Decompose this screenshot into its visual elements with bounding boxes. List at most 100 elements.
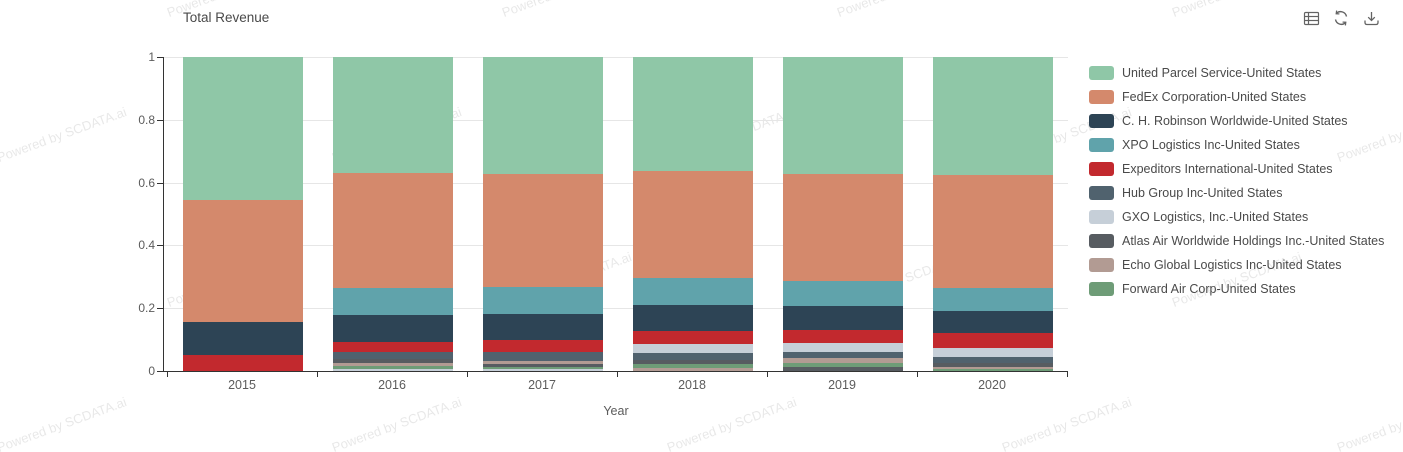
bar-segment[interactable] (933, 347, 1053, 358)
legend-item[interactable]: Atlas Air Worldwide Holdings Inc.-United… (1089, 229, 1384, 253)
bar-segment[interactable] (783, 281, 903, 306)
bar-segment[interactable] (483, 352, 603, 362)
bar-segment[interactable] (933, 363, 1053, 367)
bar-segment[interactable] (933, 332, 1053, 348)
x-category-label-2020: 2020 (978, 378, 1006, 392)
legend-swatch (1089, 114, 1114, 128)
legend-item[interactable]: Forward Air Corp-United States (1089, 277, 1384, 301)
bar-segment[interactable] (483, 361, 603, 365)
bar-segment[interactable] (633, 330, 753, 345)
legend-label: Expeditors International-United States (1122, 162, 1333, 176)
bar-segment[interactable] (783, 330, 903, 343)
bar-segment[interactable] (633, 353, 753, 360)
bar-segment[interactable] (333, 57, 453, 174)
bar-segment[interactable] (183, 57, 303, 200)
bar-segment[interactable] (933, 357, 1053, 364)
bar-segment[interactable] (933, 369, 1053, 371)
bar-segment[interactable] (933, 57, 1053, 175)
x-category-label-2016: 2016 (378, 378, 406, 392)
plot-area (163, 57, 1068, 372)
gridline (164, 245, 1068, 247)
bar-segment[interactable] (333, 368, 453, 371)
bar-segment[interactable] (783, 352, 903, 359)
legend-item[interactable]: United Parcel Service-United States (1089, 61, 1384, 85)
bar-segment[interactable] (183, 322, 303, 356)
legend-item[interactable]: Hub Group Inc-United States (1089, 181, 1384, 205)
bar-segment[interactable] (483, 364, 603, 368)
data-view-icon[interactable] (1301, 8, 1321, 28)
watermark-text: Powered by SCDATA.ai (835, 0, 969, 20)
bar-segment[interactable] (483, 287, 603, 315)
bar-segment[interactable] (633, 305, 753, 331)
bar-segment[interactable] (633, 363, 753, 368)
legend-item[interactable]: Echo Global Logistics Inc-United States (1089, 253, 1384, 277)
legend-item[interactable]: GXO Logistics, Inc.-United States (1089, 205, 1384, 229)
legend-swatch (1089, 66, 1114, 80)
legend-swatch (1089, 258, 1114, 272)
bar-segment[interactable] (183, 355, 303, 371)
bar-segment[interactable] (333, 365, 453, 369)
download-icon[interactable] (1361, 8, 1381, 28)
bar-segment[interactable] (483, 174, 603, 288)
x-tick-mark (1067, 372, 1068, 377)
legend-label: Echo Global Logistics Inc-United States (1122, 258, 1342, 272)
x-category-label-2017: 2017 (528, 378, 556, 392)
bar-segment[interactable] (933, 311, 1053, 333)
watermark-text: Powered by SCDATA.ai (1170, 0, 1304, 20)
y-tick-mark (157, 57, 163, 58)
stacked-bar-2017 (483, 57, 603, 371)
bar-segment[interactable] (633, 278, 753, 306)
legend-label: Atlas Air Worldwide Holdings Inc.-United… (1122, 234, 1385, 248)
bar-segment[interactable] (783, 306, 903, 331)
bar-segment[interactable] (633, 360, 753, 364)
bar-segment[interactable] (483, 367, 603, 370)
bar-segment[interactable] (333, 173, 453, 288)
watermark-text: Powered by SCDATA.ai (1334, 394, 1403, 452)
bar-segment[interactable] (633, 57, 753, 171)
gridline (164, 308, 1068, 310)
legend-label: FedEx Corporation-United States (1122, 90, 1307, 104)
legend-item[interactable]: FedEx Corporation-United States (1089, 85, 1384, 109)
bar-segment[interactable] (783, 358, 903, 363)
bar-segment[interactable] (483, 314, 603, 341)
refresh-icon[interactable] (1331, 8, 1351, 28)
bar-segment[interactable] (333, 287, 453, 316)
bar-segment[interactable] (483, 57, 603, 175)
bar-segment[interactable] (333, 351, 453, 360)
y-tick-label: 0 (148, 364, 155, 378)
bar-segment[interactable] (333, 315, 453, 342)
bar-segment[interactable] (933, 288, 1053, 311)
legend-label: United Parcel Service-United States (1122, 66, 1322, 80)
bar-segment[interactable] (633, 367, 753, 371)
bar-segment[interactable] (933, 174, 1053, 289)
bar-segment[interactable] (783, 367, 903, 371)
y-tick-label: 1 (148, 50, 155, 64)
legend-item[interactable]: XPO Logistics Inc-United States (1089, 133, 1384, 157)
bar-segment[interactable] (183, 199, 303, 323)
watermark-text: Powered by SCDATA.ai (329, 394, 464, 452)
x-category-label-2015: 2015 (228, 378, 256, 392)
bar-segment[interactable] (483, 369, 603, 371)
bar-segment[interactable] (783, 57, 903, 174)
bar-segment[interactable] (783, 173, 903, 282)
bar-segment[interactable] (633, 344, 753, 354)
x-category-label-2018: 2018 (678, 378, 706, 392)
legend-item[interactable]: Expeditors International-United States (1089, 157, 1384, 181)
legend-label: GXO Logistics, Inc.-United States (1122, 210, 1309, 224)
stacked-bar-2015 (183, 57, 303, 371)
bar-segment[interactable] (483, 340, 603, 353)
x-tick-mark (917, 372, 918, 377)
watermark-text: Powered by SCDATA.ai (664, 394, 799, 452)
chart-toolbar (1301, 8, 1381, 28)
bar-segment[interactable] (933, 366, 1053, 370)
legend-item[interactable]: C. H. Robinson Worldwide-United States (1089, 109, 1384, 133)
bar-segment[interactable] (633, 170, 753, 279)
legend-label: XPO Logistics Inc-United States (1122, 138, 1300, 152)
bar-segment[interactable] (333, 362, 453, 366)
bar-segment[interactable] (333, 359, 453, 363)
bar-segment[interactable] (333, 341, 453, 352)
gridline (164, 119, 1068, 121)
bar-segment[interactable] (783, 342, 903, 353)
bar-segment[interactable] (783, 362, 903, 368)
